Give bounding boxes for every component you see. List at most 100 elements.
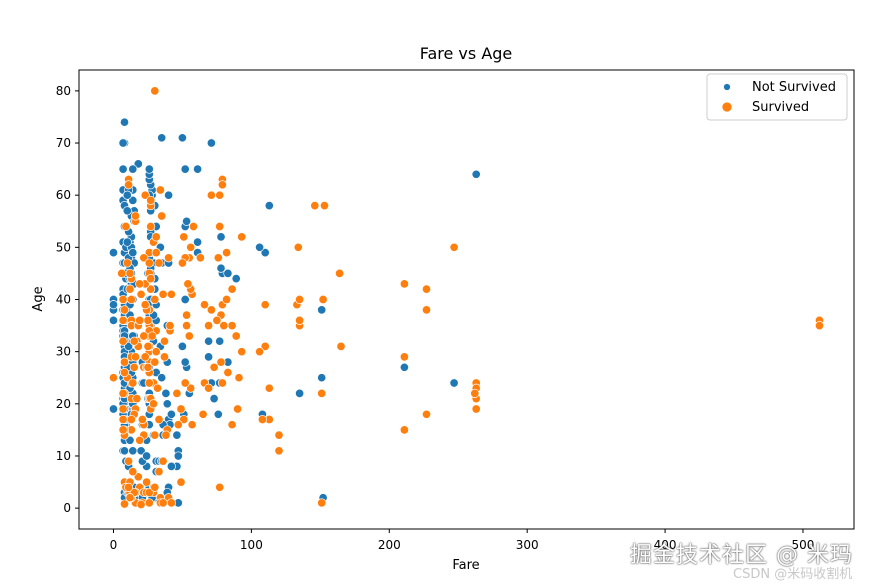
- point-not-survived-216: [260, 248, 270, 258]
- point-survived-129: [295, 294, 305, 305]
- y-axis-ticks: 0 10 20 30 40 50 60 70 80: [56, 84, 79, 515]
- legend-marker-not-survived: [723, 83, 731, 91]
- point-survived-107: [150, 357, 160, 367]
- point-survived-195: [129, 362, 139, 372]
- point-survived-119: [143, 341, 153, 351]
- point-survived-183: [147, 331, 157, 341]
- point-not-survived-248: [173, 451, 183, 461]
- point-not-survived-190: [166, 461, 176, 471]
- point-survived-57: [186, 242, 196, 252]
- point-not-survived-279: [128, 248, 138, 258]
- point-survived-36: [227, 321, 237, 331]
- point-not-survived-231: [182, 216, 192, 226]
- point-survived-145: [234, 373, 244, 383]
- point-survived-221: [140, 300, 150, 310]
- point-survived-56: [150, 86, 160, 96]
- point-not-survived-92: [119, 446, 130, 456]
- point-survived-175: [161, 430, 171, 440]
- point-survived-108: [233, 404, 243, 414]
- point-survived-158: [199, 300, 210, 310]
- point-survived-6: [150, 430, 160, 440]
- point-not-survived-218: [317, 305, 327, 315]
- point-survived-181: [150, 294, 160, 305]
- y-tick-label-40: 40: [56, 293, 71, 307]
- point-survived-122: [139, 253, 149, 263]
- point-survived-153: [213, 253, 223, 263]
- point-survived-144: [237, 347, 247, 357]
- point-survived-98: [130, 211, 141, 221]
- point-not-survived-282: [122, 237, 132, 247]
- point-survived-150: [217, 378, 227, 388]
- point-survived-111: [148, 399, 159, 409]
- point-not-survived-243: [157, 373, 167, 383]
- point-survived-202: [121, 221, 131, 232]
- y-axis-title: Age: [31, 286, 46, 311]
- point-survived-176: [159, 336, 170, 346]
- point-survived-37: [179, 414, 189, 425]
- point-survived-210: [135, 315, 145, 325]
- x-tick-label-400: 400: [654, 538, 677, 552]
- x-axis-title: Fare: [452, 558, 479, 573]
- point-survived-65: [264, 383, 274, 393]
- point-survived-138: [274, 430, 284, 440]
- point-not-survived-271: [122, 206, 132, 216]
- point-not-survived-301: [142, 451, 152, 461]
- point-survived-72: [237, 232, 247, 242]
- point-not-survived-224: [206, 138, 216, 148]
- point-survived-140: [260, 341, 270, 351]
- point-survived-204: [118, 315, 128, 325]
- point-survived-32: [119, 357, 130, 367]
- point-survived-96: [182, 310, 192, 320]
- point-survived-216: [155, 185, 165, 195]
- point-survived-219: [146, 195, 156, 205]
- point-survived-233: [124, 482, 134, 492]
- point-not-survived-213: [449, 378, 459, 388]
- point-survived-225: [150, 482, 160, 492]
- y-tick-label-30: 30: [56, 345, 71, 359]
- point-survived-178: [154, 258, 164, 268]
- point-survived-10: [215, 482, 225, 492]
- chart-title: Fare vs Age: [420, 44, 513, 63]
- legend-label-survived: Survived: [752, 100, 809, 115]
- point-survived-143: [255, 347, 265, 357]
- points-layer: [108, 86, 825, 510]
- y-tick-label-50: 50: [56, 240, 71, 254]
- point-survived-13: [471, 404, 481, 414]
- point-survived-100: [399, 352, 409, 362]
- point-survived-171: [172, 388, 182, 398]
- legend-label-not-survived: Not Survived: [752, 80, 836, 95]
- point-survived-61: [136, 499, 146, 510]
- point-not-survived-204: [108, 315, 119, 325]
- point-survived-190: [137, 414, 147, 425]
- plot-frame: [78, 69, 855, 530]
- point-survived-39: [119, 499, 130, 509]
- point-survived-168: [177, 258, 187, 268]
- point-survived-94: [118, 425, 128, 435]
- point-not-survived-207: [264, 201, 274, 211]
- point-not-survived-245: [164, 190, 174, 200]
- point-survived-160: [195, 253, 205, 263]
- point-survived-196: [128, 378, 138, 388]
- point-survived-154: [212, 315, 222, 325]
- point-survived-170: [176, 477, 186, 487]
- point-not-survived-291: [128, 446, 138, 456]
- legend-marker-survived: [721, 101, 733, 113]
- point-survived-133: [421, 284, 432, 294]
- point-survived-117: [399, 279, 409, 289]
- point-not-survived-221: [216, 263, 226, 273]
- point-not-survived-220: [223, 268, 233, 278]
- point-not-survived-214: [399, 362, 409, 372]
- point-survived-104: [125, 268, 135, 278]
- point-not-survived-223: [157, 133, 167, 143]
- point-survived-213: [129, 336, 139, 346]
- point-survived-191: [135, 279, 145, 289]
- point-not-survived-21: [209, 394, 219, 404]
- point-survived-135: [399, 425, 409, 435]
- point-not-survived-141: [118, 164, 128, 174]
- point-survived-220: [143, 362, 153, 372]
- point-survived-102: [158, 456, 168, 466]
- point-survived-180: [151, 347, 161, 357]
- point-survived-206: [108, 373, 119, 383]
- point-survived-224: [144, 487, 154, 498]
